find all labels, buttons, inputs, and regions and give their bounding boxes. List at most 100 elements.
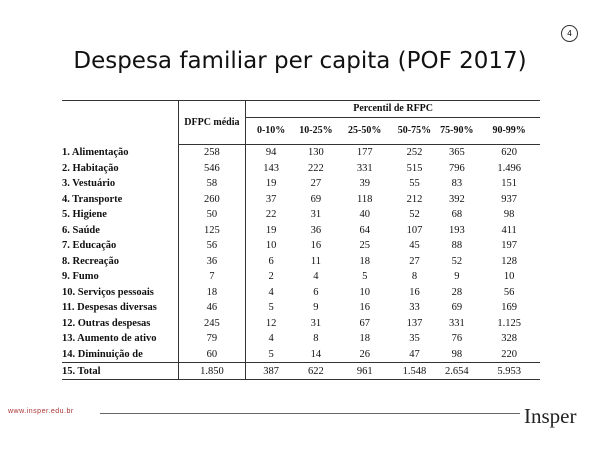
cell: 39 bbox=[359, 178, 370, 190]
cell: 118 bbox=[357, 193, 373, 205]
table-row: 14. Diminuição de 60 5 14 26 47 98 220 bbox=[62, 346, 540, 363]
cell: 37 bbox=[245, 191, 296, 207]
cell: 98 bbox=[503, 209, 515, 221]
cell: 46 bbox=[177, 300, 246, 316]
cell: 76 bbox=[451, 333, 463, 345]
slide-title: Despesa familiar per capita (POF 2017) bbox=[73, 48, 527, 74]
row-label: 9. Fumo bbox=[62, 271, 99, 283]
cell: 937 bbox=[501, 193, 517, 205]
percentile-header: 0-10% bbox=[245, 117, 296, 145]
cell: 18 bbox=[359, 333, 370, 345]
cell: 31 bbox=[310, 209, 322, 221]
cell: 36 bbox=[177, 253, 246, 269]
row-label: 1. Alimentação bbox=[62, 147, 129, 158]
row-label: 5. Higiene bbox=[62, 209, 107, 221]
footer-rule bbox=[100, 413, 520, 414]
logo: Insper bbox=[524, 404, 577, 428]
cell: 331 bbox=[356, 162, 373, 174]
row-label: 3. Vestuário bbox=[62, 178, 116, 190]
cell: 31 bbox=[310, 317, 322, 329]
percentile-header: 50-75% bbox=[393, 117, 436, 145]
cell: 12 bbox=[245, 315, 296, 331]
cell: 1.548 bbox=[393, 362, 436, 380]
percentile-header: 75-90% bbox=[435, 117, 479, 145]
cell: 14 bbox=[310, 348, 322, 360]
cell: 252 bbox=[406, 147, 423, 159]
cell: 7 bbox=[177, 269, 246, 285]
cell: 1.850 bbox=[177, 362, 246, 380]
cell: 331 bbox=[448, 317, 465, 329]
table-row: 2. Habitação 546 143 222 331 515 796 1.496 bbox=[62, 160, 540, 176]
cell: 222 bbox=[308, 162, 324, 174]
table-row: 4. Transporte 260 37 69 118 212 392 937 bbox=[62, 191, 540, 207]
cell: 515 bbox=[406, 162, 423, 174]
row-label: 11. Despesas diversas bbox=[62, 302, 157, 314]
cell: 22 bbox=[245, 207, 296, 223]
cell: 50 bbox=[177, 207, 246, 223]
cell: 68 bbox=[451, 209, 463, 221]
cell: 5.953 bbox=[478, 362, 540, 380]
table-row: 8. Recreação 36 6 11 18 27 52 128 bbox=[62, 253, 540, 269]
cell: 1.125 bbox=[497, 317, 521, 329]
cell: 35 bbox=[409, 333, 420, 345]
cell: 796 bbox=[448, 162, 465, 174]
cell: 36 bbox=[310, 224, 322, 236]
cell: 9 bbox=[454, 271, 460, 283]
cell: 6 bbox=[313, 286, 319, 298]
percentile-header: 25-50% bbox=[335, 117, 394, 145]
cell: 16 bbox=[409, 286, 420, 298]
cell: 33 bbox=[409, 302, 420, 314]
cell: 25 bbox=[359, 240, 370, 252]
row-label: 2. Habitação bbox=[62, 162, 119, 174]
cell: 19 bbox=[245, 222, 296, 238]
row-label: 15. Total bbox=[62, 362, 179, 380]
cell: 52 bbox=[409, 209, 420, 221]
row-label: 10. Serviços pessoais bbox=[62, 286, 154, 298]
cell: 10 bbox=[503, 271, 515, 283]
cell: 622 bbox=[296, 362, 336, 380]
cell: 546 bbox=[177, 160, 246, 176]
row-label: 7. Educação bbox=[62, 240, 117, 252]
cell: 2 bbox=[245, 269, 296, 285]
cell: 16 bbox=[310, 240, 322, 252]
cell: 137 bbox=[406, 317, 423, 329]
cell: 961 bbox=[335, 362, 394, 380]
row-label: 4. Transporte bbox=[62, 193, 123, 205]
cell: 125 bbox=[177, 222, 246, 238]
cell: 98 bbox=[451, 348, 463, 360]
cell: 56 bbox=[503, 286, 515, 298]
cell: 197 bbox=[501, 240, 517, 252]
cell: 28 bbox=[451, 286, 463, 298]
table-row: 13. Aumento de ativo 79 4 8 18 35 76 328 bbox=[62, 331, 540, 347]
cell: 2.654 bbox=[435, 362, 479, 380]
row-label: 8. Recreação bbox=[62, 255, 119, 267]
cell: 220 bbox=[501, 348, 517, 360]
cell: 128 bbox=[501, 255, 517, 267]
cell: 5 bbox=[362, 271, 368, 283]
cell: 411 bbox=[501, 224, 517, 236]
cell: 18 bbox=[359, 255, 370, 267]
cell: 69 bbox=[451, 302, 463, 314]
table-row: 5. Higiene 50 22 31 40 52 68 98 bbox=[62, 207, 540, 223]
cell: 6 bbox=[245, 253, 296, 269]
mean-header: DFPC média bbox=[177, 100, 246, 145]
cell: 58 bbox=[177, 176, 246, 192]
row-label: 12. Outras despesas bbox=[62, 317, 151, 329]
table-row: 1. Alimentação 258 94 130 177 252 365 620 bbox=[62, 144, 540, 161]
cell: 107 bbox=[406, 224, 423, 236]
cell: 4 bbox=[245, 331, 296, 347]
cell: 245 bbox=[177, 315, 246, 331]
cell: 94 bbox=[245, 144, 296, 161]
cell: 5 bbox=[245, 346, 296, 363]
cell: 620 bbox=[501, 147, 517, 159]
cell: 9 bbox=[313, 302, 319, 314]
cell: 18 bbox=[177, 284, 246, 300]
cell: 4 bbox=[313, 271, 319, 283]
expense-table: DFPC média Percentil de RFPC 0-10% 10-25%… bbox=[62, 100, 540, 380]
table-row: 3. Vestuário 58 19 27 39 55 83 151 bbox=[62, 176, 540, 192]
cell: 26 bbox=[359, 348, 370, 360]
page-number: 4 bbox=[561, 25, 578, 42]
row-label: 6. Saúde bbox=[62, 224, 100, 236]
cell: 40 bbox=[359, 209, 370, 221]
